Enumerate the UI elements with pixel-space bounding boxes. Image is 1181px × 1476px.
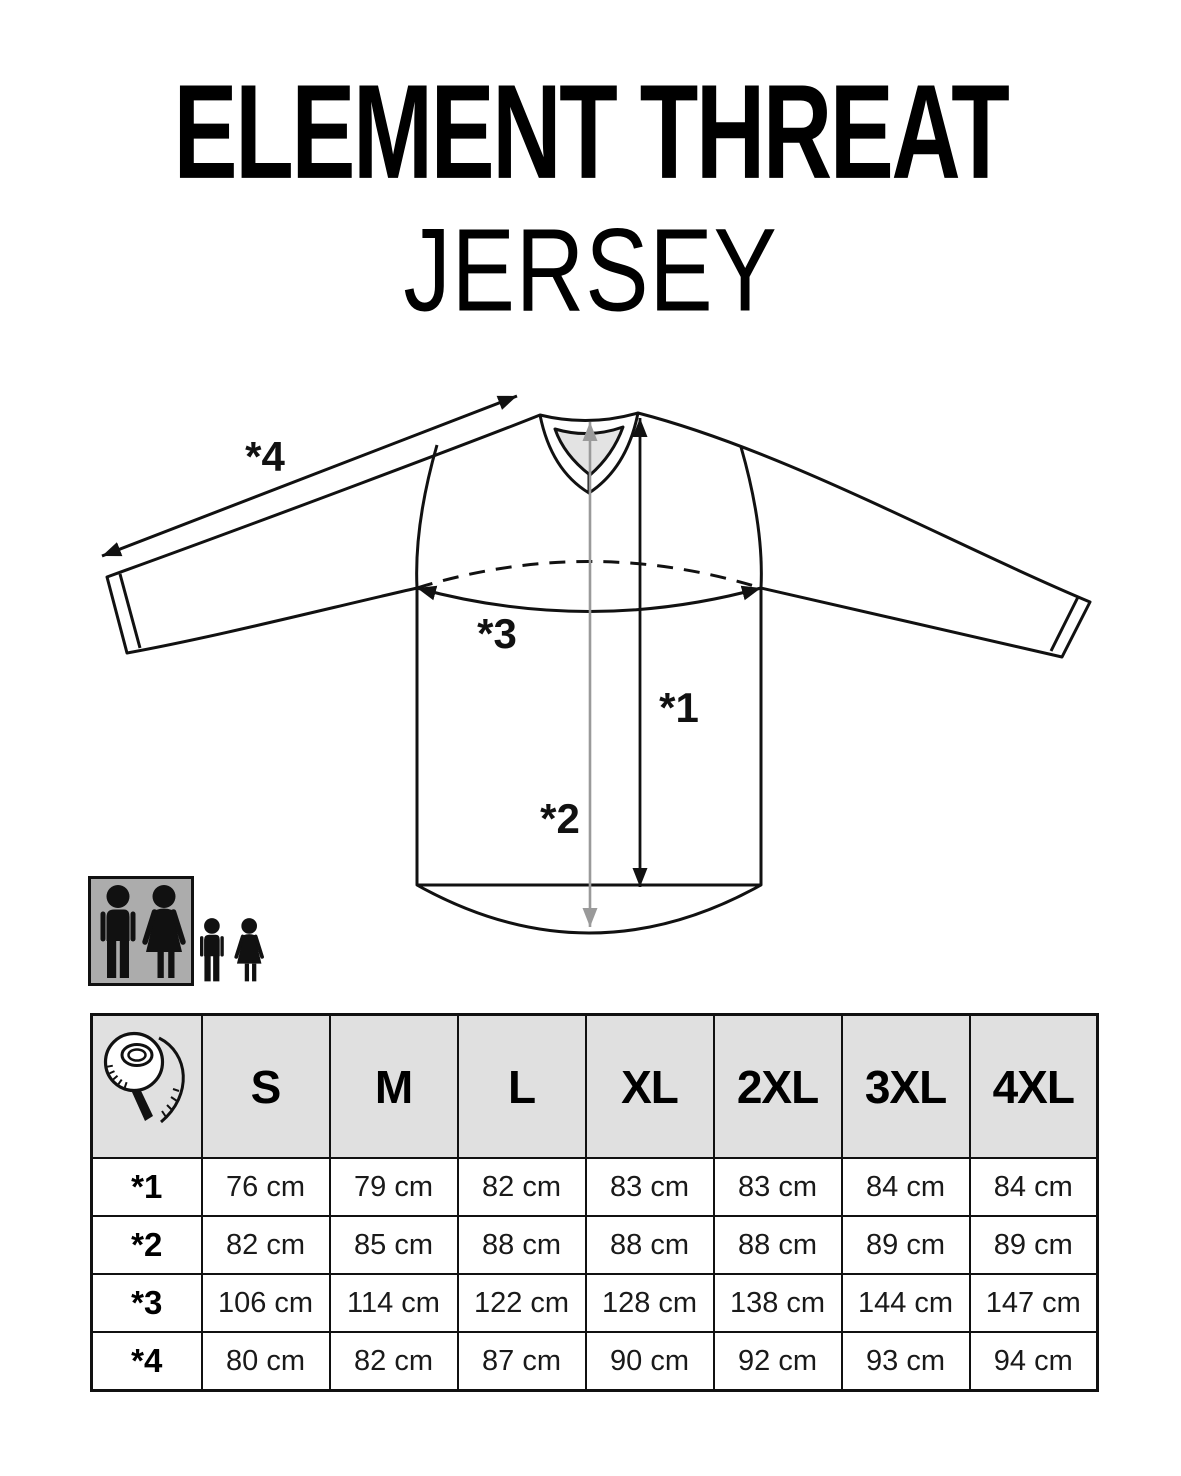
size-col-header: XL: [584, 1013, 715, 1159]
size-col-header: M: [328, 1013, 459, 1159]
right-cuff-line: [1049, 596, 1080, 652]
boy-icon: [200, 918, 224, 982]
size-cell: 87 cm: [456, 1331, 587, 1392]
size-cell: 88 cm: [712, 1215, 843, 1275]
size-cell: 84 cm: [840, 1157, 971, 1217]
table-row: *3 106 cm 114 cm 122 cm 128 cm 138 cm 14…: [90, 1273, 1099, 1333]
size-cell: 114 cm: [328, 1273, 459, 1333]
size-cell: 88 cm: [456, 1215, 587, 1275]
size-cell: 82 cm: [200, 1215, 331, 1275]
audience-icons: [88, 876, 264, 986]
size-cell: 89 cm: [840, 1215, 971, 1275]
size-cell: 138 cm: [712, 1273, 843, 1333]
size-col-header: 3XL: [840, 1013, 971, 1159]
row-label: *3: [90, 1273, 203, 1333]
size-cell: 106 cm: [200, 1273, 331, 1333]
size-cell: 82 cm: [456, 1157, 587, 1217]
size-col-header: L: [456, 1013, 587, 1159]
jersey-outline: [105, 411, 1092, 935]
size-cell: 83 cm: [712, 1157, 843, 1217]
size-cell: 92 cm: [712, 1331, 843, 1392]
size-col-header: S: [200, 1013, 331, 1159]
size-cell: 144 cm: [840, 1273, 971, 1333]
row-label: *2: [90, 1215, 203, 1275]
header: ELEMENT THREAT JERSEY: [0, 65, 1181, 336]
girl-icon: [234, 916, 264, 984]
size-cell: 82 cm: [328, 1331, 459, 1392]
measurement-arrow-4: [101, 394, 518, 558]
row-label: *1: [90, 1157, 203, 1217]
right-armhole-seam: [739, 446, 763, 589]
size-cell: 94 cm: [968, 1331, 1099, 1392]
diagram-label-1: *1: [659, 684, 699, 731]
table-row: *4 80 cm 82 cm 87 cm 90 cm 92 cm 93 cm 9…: [90, 1331, 1099, 1392]
size-table: S M L XL 2XL 3XL 4XL *1 76 cm 79 cm 82 c…: [90, 1013, 1099, 1392]
measuring-tape-icon: [103, 1031, 185, 1124]
table-row: *1 76 cm 79 cm 82 cm 83 cm 83 cm 84 cm 8…: [90, 1157, 1099, 1217]
left-cuff-line: [118, 573, 142, 649]
size-table-header-row: S M L XL 2XL 3XL 4XL: [90, 1013, 1099, 1159]
table-row: *2 82 cm 85 cm 88 cm 88 cm 88 cm 89 cm 8…: [90, 1215, 1099, 1275]
size-cell: 79 cm: [328, 1157, 459, 1217]
size-cell: 90 cm: [584, 1331, 715, 1392]
left-armhole-seam: [415, 444, 439, 589]
size-cell: 93 cm: [840, 1331, 971, 1392]
size-cell: 76 cm: [200, 1157, 331, 1217]
size-cell: 89 cm: [968, 1215, 1099, 1275]
size-cell: 80 cm: [200, 1331, 331, 1392]
diagram-label-4: *4: [245, 433, 285, 480]
size-cell: 85 cm: [328, 1215, 459, 1275]
page-subtitle: JERSEY: [403, 204, 778, 336]
size-col-header: 2XL: [712, 1013, 843, 1159]
size-cell: 84 cm: [968, 1157, 1099, 1217]
diagram-label-2: *2: [540, 795, 580, 842]
diagram-label-3: *3: [477, 610, 517, 657]
man-icon: [100, 885, 136, 978]
woman-icon: [142, 885, 186, 978]
size-cell: 128 cm: [584, 1273, 715, 1333]
size-col-header: 4XL: [968, 1013, 1099, 1159]
size-cell: 88 cm: [584, 1215, 715, 1275]
size-cell: 83 cm: [584, 1157, 715, 1217]
measuring-tape-cell: [90, 1013, 203, 1159]
row-label: *4: [90, 1331, 203, 1392]
jersey-diagram: *4 *3 *1 *2: [101, 394, 1092, 935]
size-cell: 122 cm: [456, 1273, 587, 1333]
size-cell: 147 cm: [968, 1273, 1099, 1333]
page-title: ELEMENT THREAT: [173, 56, 1010, 208]
